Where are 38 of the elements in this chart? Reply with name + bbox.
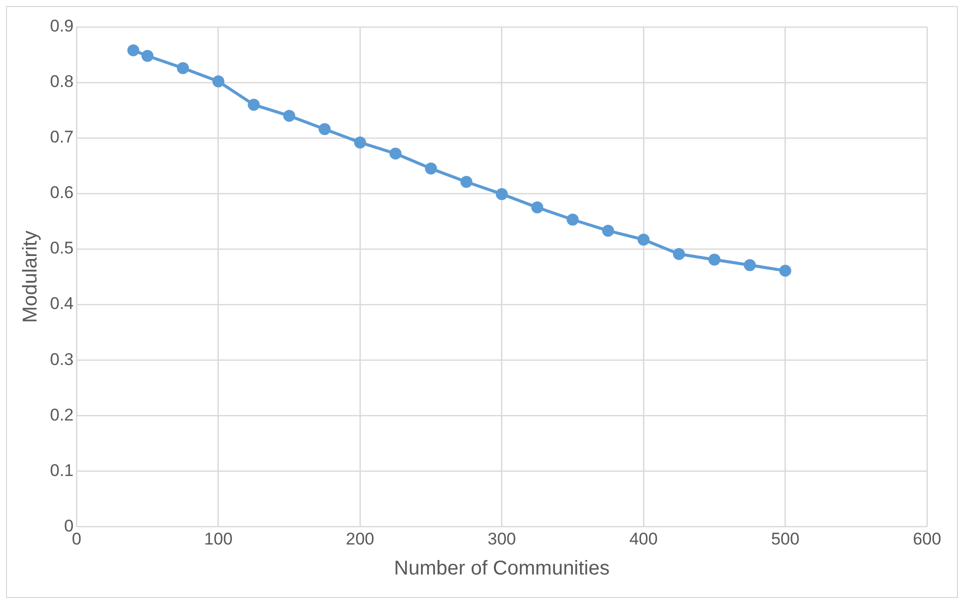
point [672, 248, 685, 260]
point [566, 214, 579, 226]
y-tick-label: 0.9 [50, 16, 74, 36]
x-tick-label: 600 [912, 529, 942, 548]
point [283, 110, 296, 122]
y-axis-title: Modularity [20, 230, 42, 323]
point [496, 188, 508, 200]
y-tick-label: 0.3 [50, 350, 74, 369]
y-tick-label: 0.6 [50, 183, 74, 202]
y-tick-label: 0.4 [50, 294, 74, 314]
point [424, 162, 437, 175]
point [638, 234, 650, 246]
y-tick-label: 0.1 [50, 460, 74, 480]
point [212, 75, 224, 88]
x-tick-label: 200 [346, 529, 374, 548]
x-tick-label: 300 [488, 529, 516, 548]
point [708, 254, 720, 266]
point [248, 98, 260, 111]
point [602, 224, 614, 237]
point [390, 148, 402, 160]
point [176, 62, 189, 74]
x-tick-label: 100 [204, 529, 233, 548]
point [744, 259, 756, 272]
point [460, 176, 472, 188]
y-tick-label: 0.2 [50, 405, 74, 424]
point [141, 50, 154, 62]
x-tick-label: 400 [629, 529, 658, 548]
point [354, 136, 366, 148]
y-tick-label: 0.8 [50, 72, 74, 92]
point [127, 44, 140, 56]
point [531, 201, 544, 214]
x-tick-label: 500 [771, 529, 800, 548]
y-tick-label: 0.5 [50, 238, 74, 258]
point [318, 123, 331, 136]
point [779, 264, 792, 277]
y-tick-label: 0 [64, 516, 74, 536]
y-tick-label: 0.7 [50, 128, 74, 147]
x-axis-title: Number of Communities [394, 558, 610, 580]
